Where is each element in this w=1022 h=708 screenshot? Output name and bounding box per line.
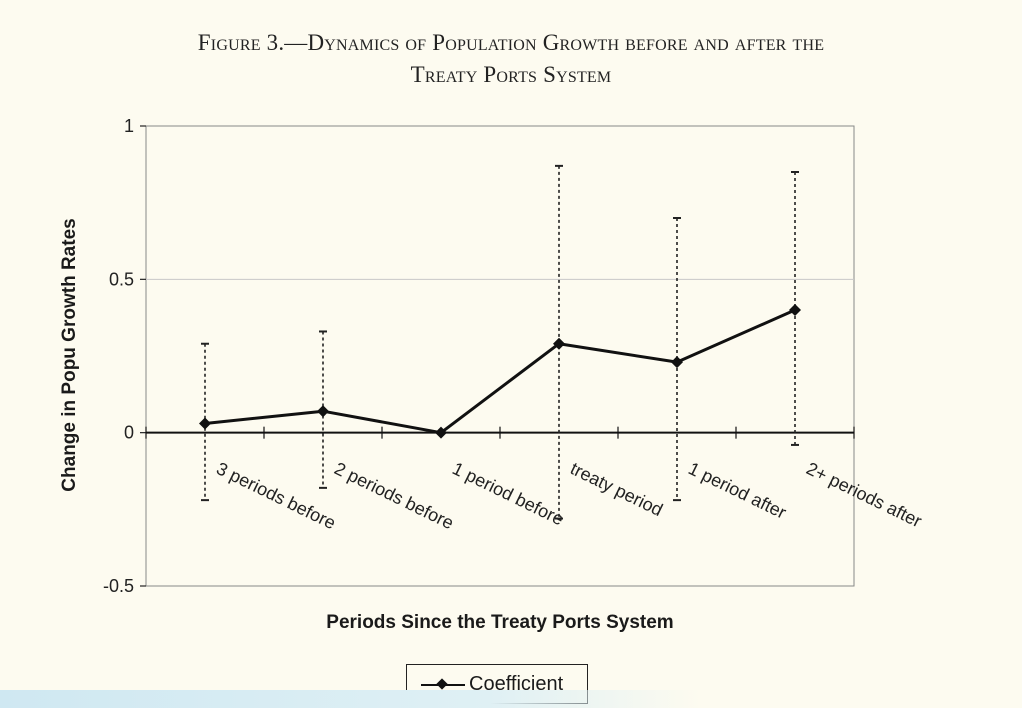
data-point [553, 337, 565, 350]
x-tick-label: 2 periods before [331, 458, 457, 533]
figure-title-line-1: Figure 3.—Dynamics of Population Growth … [197, 30, 825, 55]
decorative-band [0, 690, 700, 708]
y-tick-label: 1 [124, 116, 134, 136]
legend-label: Coefficient [469, 673, 564, 695]
x-tick-label: 1 period before [449, 458, 567, 529]
data-point [671, 356, 683, 369]
x-tick-label: treaty period [567, 458, 666, 520]
y-tick-label: -0.5 [103, 576, 134, 596]
data-point [435, 426, 447, 439]
x-axis-label: Periods Since the Treaty Ports System [326, 612, 674, 633]
plot-frame [145, 125, 855, 587]
x-tick-label: 1 period after [685, 458, 789, 522]
legend-diamond-icon [436, 678, 448, 690]
figure-title-line-2: Treaty Ports System [410, 62, 612, 87]
data-point [789, 304, 801, 316]
y-tick-label: 0 [124, 423, 134, 443]
series-line-coefficient [204, 308, 796, 435]
y-tick-label: 0.5 [109, 269, 134, 289]
y-axis-label: Change in Popu Growth Rates [59, 218, 80, 492]
data-point [199, 417, 211, 430]
x-tick-label: 2+ periods after [803, 458, 925, 531]
x-tick-label: 3 periods before [213, 458, 339, 533]
data-point [317, 405, 329, 418]
